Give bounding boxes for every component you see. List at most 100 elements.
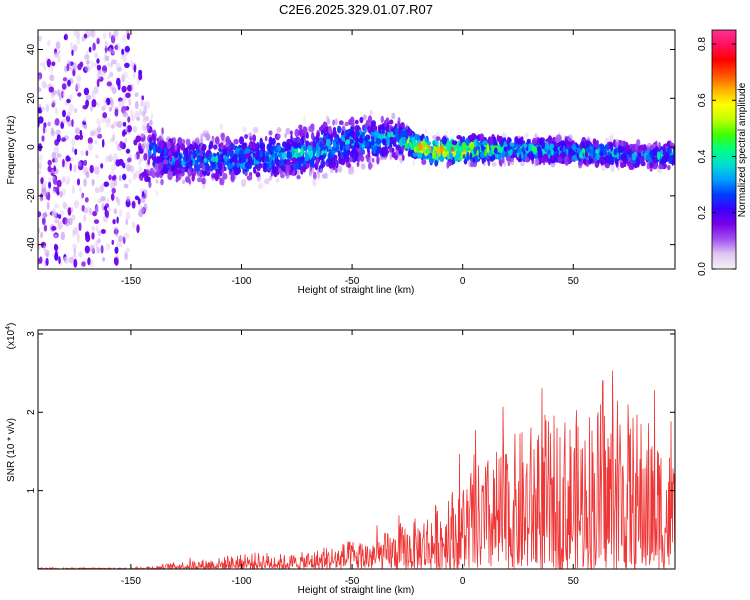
colorbar-label: Normalized spectral amplitude [737, 82, 748, 217]
spectrogram-cell [68, 103, 74, 113]
spectrogram-cell [122, 162, 126, 169]
spectrogram-cell [348, 139, 355, 144]
spectrogram-cell [108, 106, 113, 112]
spectrogram-cell [185, 176, 191, 183]
spectrogram-cell [105, 55, 110, 62]
spectrogram-cell [139, 166, 143, 175]
spectrogram-cell [462, 136, 466, 142]
spectrogram-cell [114, 246, 119, 254]
spectrogram-cell [459, 136, 463, 144]
spectrogram-cell [118, 209, 123, 217]
spectrogram-cell [476, 145, 480, 151]
spectrogram-cell [94, 52, 98, 59]
spectrogram-cell [42, 180, 48, 188]
colorbar-tick-label: 0.8 [697, 37, 708, 51]
spectrogram-cell [175, 151, 179, 158]
spectrogram-cell [123, 232, 130, 240]
spectrogram-cell [91, 178, 95, 186]
spectrogram-cell [47, 191, 51, 201]
spectrogram-cell [469, 161, 474, 168]
spectrogram-cell [71, 119, 74, 127]
spectrogram-cell [74, 127, 80, 135]
spectrogram-cell [619, 162, 625, 169]
spectrogram-cell [320, 143, 325, 151]
spectrogram-cell [220, 145, 224, 151]
spectrogram-cell [124, 125, 128, 133]
spectrogram-cell [72, 243, 77, 250]
spectrogram-cell [103, 101, 108, 110]
spectrogram-cell [93, 128, 100, 137]
spectrogram-cell [553, 145, 558, 152]
spectrogram-cell [111, 87, 117, 94]
spectrogram-cell [39, 154, 43, 162]
spectrogram-cell [356, 142, 360, 149]
spectrogram-cell [74, 108, 78, 114]
spectrogram-cell [61, 119, 67, 124]
spectrogram-cell [53, 178, 58, 185]
spectrogram-cell [337, 165, 343, 173]
spectrogram-cell [98, 122, 101, 130]
spectrogram-cell [155, 171, 160, 178]
spectrogram-cell [465, 138, 470, 146]
spectrogram-cell [594, 143, 600, 148]
spectrogram-cell [201, 177, 206, 185]
spectrogram-cell [264, 155, 270, 163]
spectrogram-cell [236, 162, 240, 169]
spectrogram-cell [628, 162, 634, 171]
spectrogram-cell [114, 257, 119, 266]
spectrogram-cell [229, 150, 233, 159]
spectrogram-cell [620, 140, 624, 148]
snr-panel: -150 -100 -50 0 50 1 2 3 Height of straight li… [5, 323, 676, 596]
spectrogram-cell [302, 126, 308, 134]
spectrogram-cell [62, 92, 66, 98]
spectrogram-cell [455, 149, 461, 156]
spectrogram-cell [407, 150, 411, 157]
spectrogram-cell [524, 156, 530, 163]
spectrogram-cell [349, 157, 353, 163]
spectrogram-cell [345, 139, 351, 145]
spectrogram-cell [51, 99, 56, 108]
spectrogram-cell [75, 82, 81, 91]
x-tick-label: -150 [121, 276, 141, 287]
spectrogram-cell [84, 65, 91, 72]
spectrogram-cell [114, 108, 119, 117]
spectrogram-cell [238, 155, 242, 164]
spectrogram-cell [332, 119, 335, 126]
spectrogram-cell [117, 43, 121, 52]
spectrogram-cell [41, 216, 46, 226]
spectrogram-cell [531, 146, 538, 152]
spectrogram-cell [116, 77, 121, 87]
spectrogram-cell [79, 134, 83, 141]
spectrogram-cell [181, 143, 184, 150]
spectrogram-cell [93, 219, 100, 225]
spectrogram-cell [130, 83, 134, 92]
spectrogram-cell [311, 132, 315, 141]
spectrogram-cell [293, 142, 299, 149]
spectrogram-cell [91, 99, 97, 108]
spectrogram-cell [345, 129, 350, 135]
spectrogram-cell [400, 129, 404, 138]
spectrogram-cell [129, 165, 135, 173]
spectrogram-cell [369, 155, 372, 164]
spectrogram-cell [585, 147, 591, 153]
spectrogram-cell [576, 147, 582, 154]
spectrogram-cell [298, 142, 301, 149]
spectrogram-cell [69, 94, 73, 101]
spectrogram-cell [469, 141, 475, 150]
spectrogram-cell [97, 198, 103, 203]
spectrogram-cell [59, 92, 62, 101]
spectrogram-cell [71, 214, 76, 221]
spectrogram-cell [46, 58, 52, 68]
spectrogram-cell [76, 36, 80, 46]
spectrogram-cell [111, 187, 116, 194]
spectrogram-cell [220, 132, 225, 139]
spectrogram-cell [650, 144, 654, 150]
spectrogram-cell [158, 134, 164, 143]
spectrogram-cell [66, 98, 71, 104]
spectrogram-cell [343, 132, 346, 138]
spectrogram-cell [57, 221, 63, 230]
snr-x-label: Height of straight line (km) [298, 585, 415, 596]
spectrogram-cell [47, 159, 52, 166]
spectrogram-cell [78, 251, 83, 258]
spectrogram-cell [244, 134, 249, 139]
